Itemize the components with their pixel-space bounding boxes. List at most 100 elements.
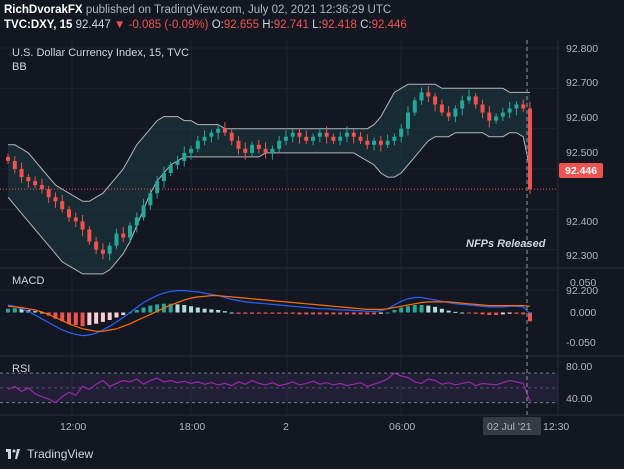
candle[interactable] (317, 127, 322, 143)
candle[interactable] (412, 97, 417, 116)
candle[interactable] (5, 153, 11, 165)
candlestick-series[interactable] (5, 85, 533, 261)
candle[interactable] (399, 123, 404, 143)
candle[interactable] (270, 145, 275, 160)
candle[interactable] (209, 129, 214, 143)
candle[interactable] (392, 133, 397, 146)
candle[interactable] (372, 137, 377, 151)
time-axis[interactable]: 12:00 18:00 2 06:00 02 Jul '21 12:30 (60, 417, 569, 435)
candle[interactable] (168, 161, 173, 177)
chart-canvas[interactable]: U.S. Dollar Currency Index, 15, TVC BB N… (0, 40, 624, 440)
rsi-axis[interactable]: 80.00 40.00 (566, 361, 592, 405)
candle[interactable] (527, 102, 533, 194)
candle[interactable] (324, 126, 329, 144)
candle[interactable] (331, 133, 336, 144)
candle[interactable] (114, 228, 119, 249)
tradingview-logo[interactable]: TradingView (6, 447, 93, 461)
candle[interactable] (236, 135, 241, 155)
candle[interactable] (100, 243, 105, 260)
candle[interactable] (107, 242, 112, 261)
pane-title-main[interactable]: U.S. Dollar Currency Index, 15, TVC (12, 47, 189, 59)
candle[interactable] (222, 122, 227, 136)
candle[interactable] (250, 141, 255, 157)
candle[interactable] (243, 142, 248, 160)
candle-body (372, 140, 377, 145)
candle[interactable] (67, 206, 72, 222)
candle[interactable] (161, 166, 166, 188)
candle[interactable] (487, 106, 492, 128)
candle[interactable] (311, 133, 316, 146)
current-time-label: 12:30 (543, 421, 569, 433)
candle[interactable] (202, 130, 207, 146)
candle[interactable] (134, 212, 139, 233)
candle[interactable] (446, 106, 451, 122)
symbol-line: TVC:DXY, 15 92.447 ▼ -0.085 (-0.09%) O:9… (4, 19, 407, 31)
candle[interactable] (378, 135, 383, 152)
candle[interactable] (73, 212, 78, 228)
candle-body (60, 201, 65, 210)
candle[interactable] (216, 123, 221, 140)
candle[interactable] (494, 113, 499, 124)
candle[interactable] (283, 130, 288, 146)
pane-title-rsi[interactable]: RSI (12, 363, 30, 375)
candle[interactable] (148, 189, 153, 210)
candle[interactable] (460, 95, 465, 116)
candle[interactable] (12, 156, 17, 174)
candle[interactable] (182, 146, 187, 167)
candle[interactable] (263, 142, 268, 159)
candle[interactable] (33, 176, 38, 189)
candle[interactable] (480, 99, 485, 119)
candle[interactable] (256, 139, 261, 154)
candle[interactable] (155, 176, 160, 199)
candle[interactable] (277, 135, 282, 153)
candle[interactable] (405, 106, 410, 136)
candle[interactable] (338, 131, 343, 146)
candle[interactable] (514, 101, 519, 116)
candle[interactable] (60, 194, 65, 213)
candle[interactable] (195, 135, 200, 153)
candle[interactable] (80, 214, 85, 237)
candle[interactable] (94, 236, 99, 255)
indicator-title-bb[interactable]: BB (12, 61, 27, 73)
candle[interactable] (26, 173, 31, 188)
candle[interactable] (385, 134, 390, 149)
candle[interactable] (473, 93, 478, 109)
candle[interactable] (39, 178, 44, 194)
pane-title-macd[interactable]: MACD (12, 275, 44, 287)
candle[interactable] (128, 222, 133, 244)
price-pane[interactable] (0, 83, 558, 275)
rsi-pane[interactable] (0, 372, 558, 404)
candle[interactable] (453, 105, 458, 123)
candle[interactable] (358, 131, 363, 144)
candle-body (433, 96, 438, 105)
candle-body (39, 185, 44, 190)
candle[interactable] (53, 192, 58, 209)
candle[interactable] (189, 145, 194, 160)
macd-axis[interactable]: 0.050 0.000 -0.050 (566, 277, 596, 349)
candle[interactable] (419, 87, 424, 105)
candle[interactable] (304, 130, 309, 144)
candle[interactable] (351, 129, 356, 144)
candle[interactable] (507, 102, 512, 119)
candle[interactable] (87, 226, 92, 245)
candle[interactable] (141, 198, 146, 221)
price-tick: 92.500 (566, 147, 598, 159)
candle[interactable] (297, 127, 302, 144)
candle[interactable] (19, 162, 24, 183)
candle[interactable] (290, 129, 295, 143)
candle[interactable] (121, 227, 126, 243)
candle[interactable] (365, 134, 370, 150)
candle[interactable] (500, 107, 505, 122)
candle[interactable] (426, 85, 431, 103)
candle[interactable] (229, 129, 234, 146)
candle[interactable] (344, 126, 349, 143)
price-axis[interactable]: 92.800 92.700 92.600 92.500 92.400 92.30… (566, 43, 598, 297)
candle-body (446, 112, 451, 117)
candle[interactable] (439, 99, 444, 116)
candle[interactable] (466, 89, 471, 104)
macd-pane[interactable] (5, 290, 533, 337)
candle[interactable] (175, 156, 180, 170)
candle[interactable] (433, 93, 438, 112)
author-name[interactable]: RichDvorakFX (4, 4, 83, 16)
candle[interactable] (521, 99, 526, 112)
